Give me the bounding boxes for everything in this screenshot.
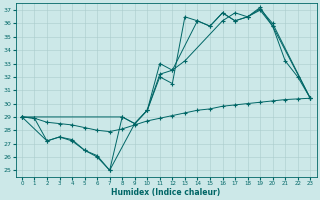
X-axis label: Humidex (Indice chaleur): Humidex (Indice chaleur) [111,188,221,197]
